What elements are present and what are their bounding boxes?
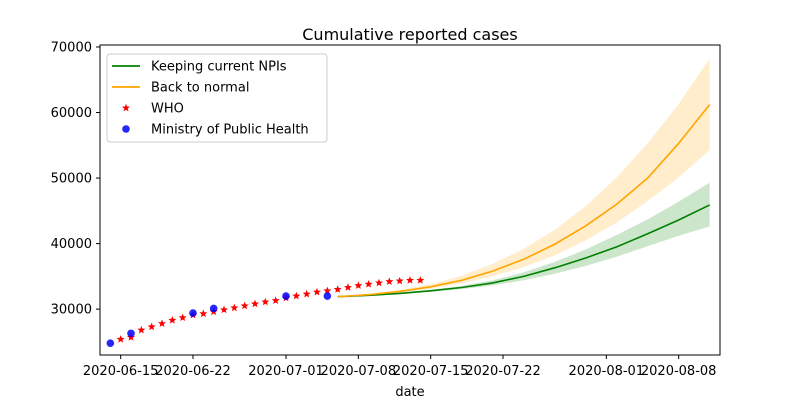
x-tick-label: 2020-06-22 [155,364,231,379]
x-tick-label: 2020-06-15 [83,364,159,379]
data-point-who [354,281,363,289]
data-point-who [199,309,208,318]
y-tick-label: 50000 [51,172,92,187]
data-point-who [395,276,404,285]
x-tick-label: 2020-08-08 [641,364,717,379]
legend-swatch [122,103,130,112]
legend: Keeping current NPIs Back to normal WHO Min… [106,53,328,143]
data-point-ministry [189,309,197,317]
data-point-ministry [106,339,115,348]
legend-swatch [122,125,130,133]
series-line-1 [337,104,711,298]
legend-label: Ministry of Public Health [151,123,309,138]
band-1 [337,58,710,297]
legend-label: Back to normal [151,81,249,96]
data-point-who [168,316,177,324]
legend-box [106,53,328,143]
legend-label: Keeping current NPIs [151,60,287,75]
y-tick-label: 70000 [51,40,92,55]
x-tick-label: 2020-08-01 [569,364,645,379]
data-point-who [385,277,394,285]
data-point-who [333,285,342,293]
chart-title: Cumulative reported cases [302,25,517,44]
data-point-ministry [323,292,332,300]
data-point-who [344,283,352,291]
data-point-who [251,299,259,308]
y-axis: 30000 40000 50000 60000 70000 [51,40,100,318]
data-point-who [147,322,156,331]
series-line-0 [337,204,711,298]
data-point-who [261,297,270,306]
data-point-who [220,305,228,314]
data-point-who [313,287,321,296]
data-point-who [406,276,414,284]
x-tick-label: 2020-07-08 [321,364,397,379]
data-point-who [116,335,125,343]
data-point-ministry [282,292,290,300]
plot-area-frame [99,44,721,356]
data-point-ministry [127,329,135,338]
data-point-who [230,303,239,312]
data-point-who [375,278,383,287]
data-point-who [323,286,332,295]
data-point-who [292,291,301,300]
data-point-who [137,325,146,334]
x-tick-label: 2020-07-01 [248,364,324,379]
data-point-who [158,319,166,327]
y-tick-label: 60000 [51,106,92,121]
y-tick-label: 40000 [51,237,92,252]
data-point-who [178,313,187,322]
y-tick-label: 30000 [51,303,92,318]
x-tick-label: 2020-07-22 [465,364,541,379]
legend-label: WHO [151,102,184,117]
data-point-who [364,280,373,288]
data-point-ministry [209,304,218,313]
data-point-who [271,296,280,304]
data-point-who [302,289,311,298]
observed-points [106,276,425,348]
data-point-who [416,276,425,284]
x-tick-label: 2020-07-15 [393,364,469,379]
data-point-who [240,301,249,310]
x-axis-label: date [395,385,424,400]
prediction-lines [337,104,711,298]
